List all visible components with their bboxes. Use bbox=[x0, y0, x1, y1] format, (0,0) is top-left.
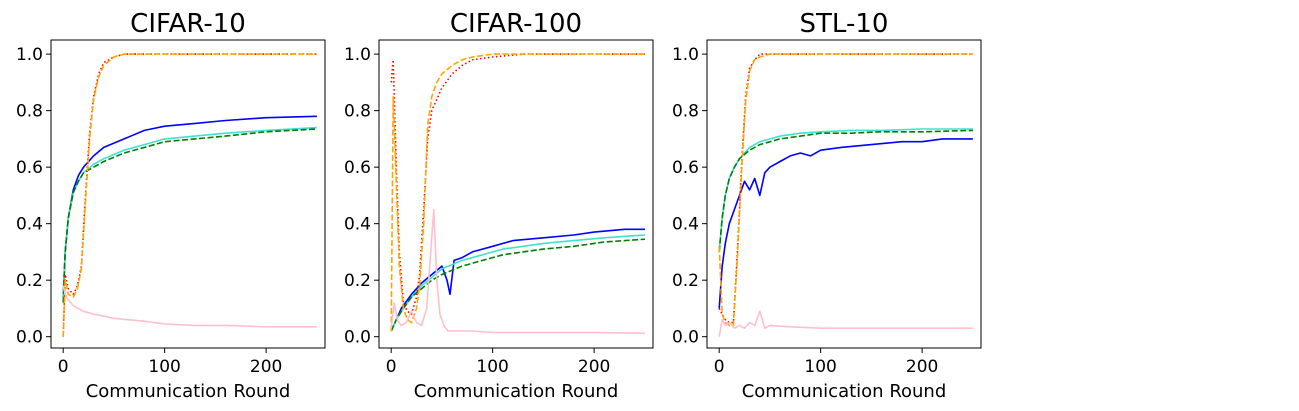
x-tick-label: 100 bbox=[804, 357, 836, 377]
x-tick-label: 200 bbox=[250, 357, 282, 377]
x-tick-label: 200 bbox=[578, 357, 610, 377]
y-tick-label: 0.8 bbox=[344, 102, 371, 122]
x-tick-label: 100 bbox=[148, 357, 180, 377]
series-line-5 bbox=[390, 53, 645, 332]
x-axis-label: Communication Round bbox=[414, 381, 619, 402]
x-tick-label: 0 bbox=[386, 357, 397, 377]
chart-title: CIFAR-10 bbox=[130, 9, 246, 39]
series-line-5 bbox=[62, 53, 317, 337]
series-line-3 bbox=[390, 238, 645, 332]
series-line-1 bbox=[718, 138, 973, 309]
x-axis-label: Communication Round bbox=[86, 381, 291, 402]
y-tick-label: 0.2 bbox=[672, 271, 699, 291]
y-tick-label: 0.4 bbox=[672, 215, 699, 235]
x-tick-label: 200 bbox=[906, 357, 938, 377]
y-tick-label: 0.2 bbox=[344, 271, 371, 291]
y-tick-label: 1.0 bbox=[344, 45, 371, 65]
plot-frame bbox=[50, 39, 326, 349]
series-line-4 bbox=[62, 53, 317, 337]
y-tick-label: 0.4 bbox=[344, 215, 371, 235]
y-tick-label: 0.0 bbox=[16, 328, 43, 348]
series-line-2 bbox=[62, 126, 317, 298]
y-tick-label: 0.0 bbox=[672, 328, 699, 348]
series-line-3 bbox=[62, 128, 317, 303]
y-tick-label: 0.6 bbox=[344, 158, 371, 178]
series-line-1 bbox=[390, 228, 645, 332]
x-tick-label: 100 bbox=[476, 357, 508, 377]
series-line-1 bbox=[62, 115, 317, 298]
chart-title: STL-10 bbox=[800, 9, 889, 39]
y-tick-label: 0.2 bbox=[16, 271, 43, 291]
series-line-3 bbox=[718, 129, 973, 252]
y-tick-label: 1.0 bbox=[672, 45, 699, 65]
chart-panel-2: 0.0 0.2 0.4 0.6 0.8 1.0 0 100 200 CIFAR-100 Commun… bbox=[344, 9, 654, 402]
chart-panel-3: 0.0 0.2 0.4 0.6 0.8 1.0 0 100 200 STL-10 Communica… bbox=[672, 9, 982, 402]
series-line-4 bbox=[718, 53, 973, 324]
x-axis-label: Communication Round bbox=[742, 381, 947, 402]
series-line-5 bbox=[718, 53, 973, 327]
chart-title: CIFAR-100 bbox=[450, 9, 582, 39]
y-tick-label: 0.8 bbox=[16, 102, 43, 122]
y-tick-label: 0.6 bbox=[16, 158, 43, 178]
chart-panel-1: 0.0 0.2 0.4 0.6 0.8 1.0 0 100 200 CIFAR-10 Communi… bbox=[16, 9, 326, 402]
series-line-6 bbox=[390, 208, 645, 335]
y-tick-label: 0.8 bbox=[672, 102, 699, 122]
y-tick-label: 1.0 bbox=[16, 45, 43, 65]
plot-frame bbox=[706, 39, 982, 349]
x-tick-label: 0 bbox=[58, 357, 69, 377]
x-tick-label: 0 bbox=[714, 357, 725, 377]
y-tick-label: 0.6 bbox=[672, 158, 699, 178]
series-line-6 bbox=[718, 310, 973, 337]
plot-frame bbox=[378, 39, 654, 349]
y-tick-label: 0.0 bbox=[344, 328, 371, 348]
y-tick-label: 0.4 bbox=[16, 215, 43, 235]
series-line-6 bbox=[62, 285, 317, 328]
